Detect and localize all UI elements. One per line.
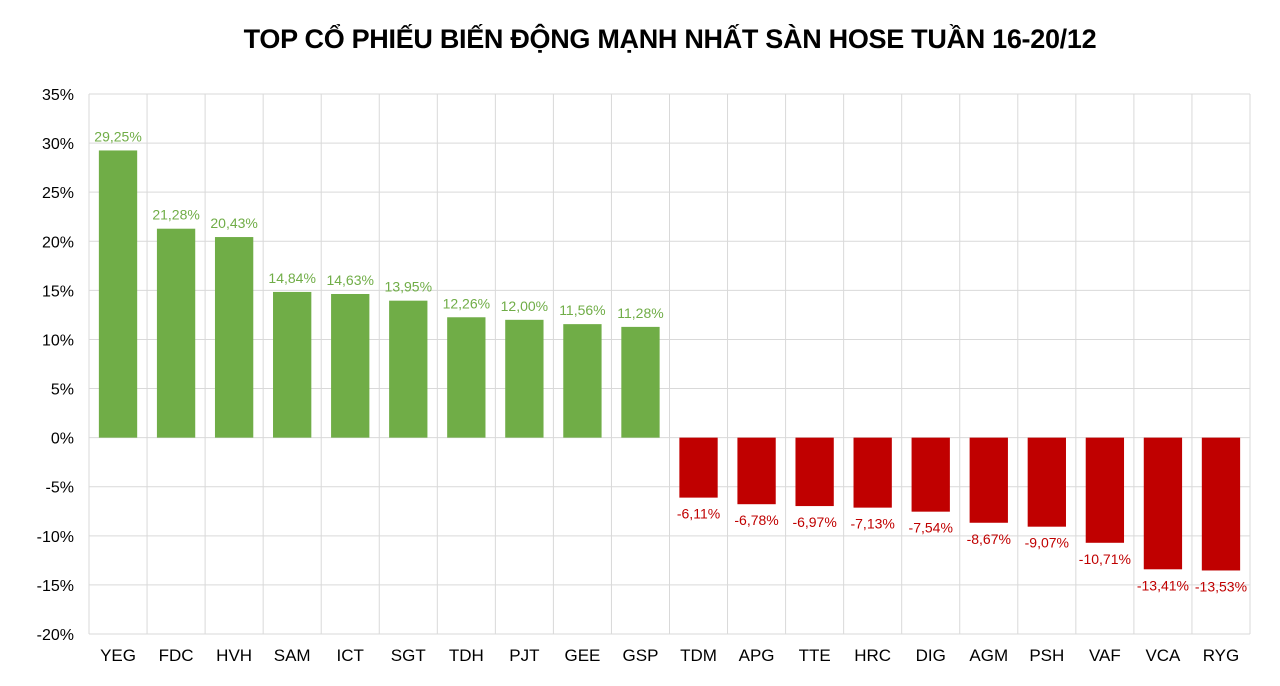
x-tick-label: VCA (1145, 646, 1181, 665)
x-tick-label: RYG (1203, 646, 1240, 665)
axis-layer: 35% 30% 25% 20% 15% 10% 5% 0% -5% -10% -15% -20% (37, 87, 74, 644)
bar (214, 237, 254, 438)
y-tick-label: 15% (42, 283, 74, 300)
x-tick-label: PJT (509, 646, 539, 665)
x-tick-label: HVH (216, 646, 252, 665)
data-label: 20,43% (210, 215, 257, 231)
bar (447, 317, 486, 438)
y-tick-label: 25% (42, 185, 74, 202)
bar (273, 291, 312, 438)
y-tick-label: 5% (51, 382, 74, 399)
bar (1201, 437, 1241, 571)
bar (505, 319, 544, 438)
bar (737, 437, 776, 505)
x-tick-label: GEE (564, 646, 600, 665)
data-label: 12,00% (501, 298, 548, 314)
x-tick-label: TDH (449, 646, 484, 665)
bar (969, 437, 1008, 523)
data-label: -8,67% (967, 531, 1011, 547)
data-label: 29,25% (94, 128, 141, 144)
chart-title: TOP CỔ PHIẾU BIẾN ĐỘNG MẠNH NHẤT SÀN HOS… (243, 24, 1097, 54)
x-tick-label: APG (739, 646, 775, 665)
x-tick-label: SGT (391, 646, 426, 665)
data-label: -13,41% (1137, 577, 1189, 593)
bar (853, 437, 892, 508)
bar (389, 300, 428, 438)
bar (679, 437, 718, 498)
y-tick-label: 20% (42, 234, 74, 251)
data-label: -6,78% (734, 512, 778, 528)
x-tick-label: TDM (680, 646, 717, 665)
x-tick-label: AGM (969, 646, 1008, 665)
bar (156, 228, 196, 438)
x-tick-label: DIG (916, 646, 946, 665)
y-tick-label: -10% (37, 529, 74, 546)
bar (795, 437, 834, 507)
bar (98, 150, 138, 438)
data-label: -9,07% (1025, 535, 1069, 551)
bar (1027, 437, 1066, 527)
x-tick-label: FDC (159, 646, 194, 665)
data-label: 11,28% (617, 305, 663, 321)
x-tick-label: PSH (1029, 646, 1064, 665)
bar (911, 437, 950, 512)
y-tick-label: 30% (42, 136, 74, 153)
bar-layer (98, 150, 1241, 571)
x-tick-label: VAF (1089, 646, 1121, 665)
data-label: -10,71% (1079, 551, 1131, 567)
label-layer: 29,25% YEG 21,28% FDC 20,43% HVH 14,84% SAM 14,6… (94, 128, 1247, 665)
x-tick-label: YEG (100, 646, 136, 665)
data-label: 13,95% (385, 279, 432, 295)
data-label: -6,97% (792, 514, 836, 530)
data-label: 11,56% (559, 302, 605, 318)
bar (1085, 437, 1125, 543)
y-tick-label: 10% (42, 332, 74, 349)
x-tick-label: SAM (274, 646, 311, 665)
data-label: 12,26% (443, 295, 490, 311)
y-tick-label: -15% (37, 578, 74, 595)
x-tick-label: HRC (854, 646, 891, 665)
bar (1143, 437, 1183, 570)
grid-layer (88, 93, 1251, 635)
y-tick-label: -5% (46, 480, 74, 497)
y-tick-label: 35% (42, 87, 74, 104)
x-tick-label: GSP (623, 646, 659, 665)
x-tick-label: ICT (337, 646, 364, 665)
data-label: -7,54% (909, 520, 953, 536)
y-tick-label: 0% (51, 431, 74, 448)
data-label: 14,84% (268, 270, 315, 286)
bar (331, 293, 370, 438)
data-label: -6,11% (677, 506, 720, 522)
data-label: -13,53% (1195, 578, 1247, 594)
data-label: -7,13% (850, 516, 894, 532)
y-tick-label: -20% (37, 627, 74, 644)
bar (621, 326, 660, 438)
bar (563, 324, 602, 438)
data-label: 14,63% (326, 272, 373, 288)
data-label: 21,28% (152, 207, 199, 223)
x-tick-label: TTE (799, 646, 831, 665)
